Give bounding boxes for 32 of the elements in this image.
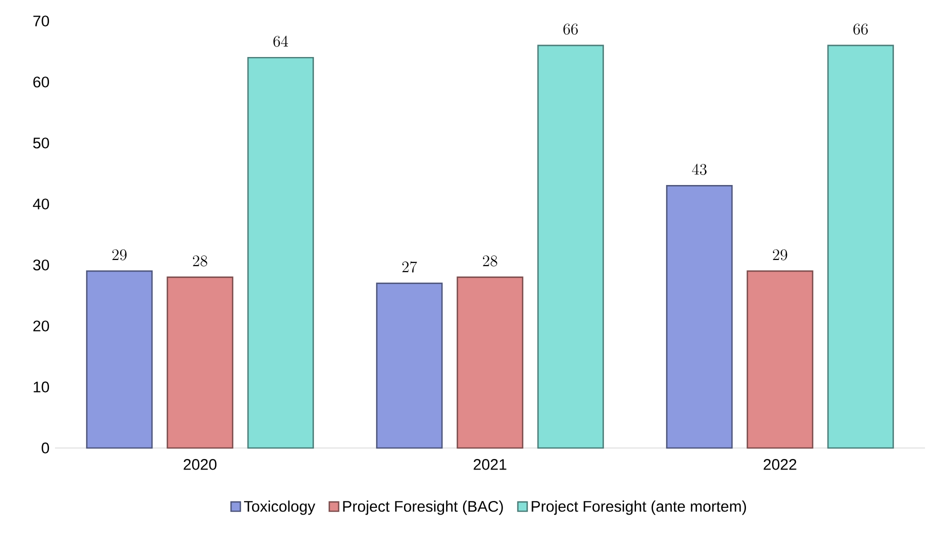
y-tick-label: 10 [34, 382, 50, 392]
y-tick-label: 20 [33, 320, 50, 332]
y-tick-label: 40 [32, 198, 50, 210]
bar [666, 185, 733, 449]
bar [827, 44, 894, 449]
bar [166, 276, 234, 449]
data-label: 29 [772, 249, 788, 260]
data-label: 27 [402, 261, 417, 273]
legend-label: Project Foresight (ante mortem) [532, 500, 746, 515]
data-label: 66 [853, 24, 868, 35]
x-tick-label: 2021 [474, 459, 506, 470]
legend-label: Toxicology [244, 500, 316, 515]
data-label: 29 [112, 249, 127, 260]
y-tick-label: 70 [33, 16, 50, 26]
y-tick-label: 60 [33, 76, 50, 88]
y-tick-label: 50 [33, 138, 50, 148]
data-label: 66 [563, 24, 578, 35]
bar [537, 44, 604, 449]
legend-label: Project Foresight (BAC) [343, 500, 503, 515]
x-tick-label: 2020 [184, 459, 216, 470]
y-tick-label: 0 [42, 442, 50, 454]
data-label: 43 [692, 164, 707, 175]
x-tick-label: 2022 [764, 459, 796, 470]
data-label: 28 [192, 255, 208, 266]
y-tick-label: 30 [33, 260, 50, 270]
bar [86, 270, 153, 449]
bar [376, 282, 443, 449]
data-label: 28 [482, 255, 498, 266]
data-label: 64 [273, 36, 288, 47]
bar [746, 270, 814, 449]
bar [247, 56, 314, 449]
bar [456, 276, 524, 449]
